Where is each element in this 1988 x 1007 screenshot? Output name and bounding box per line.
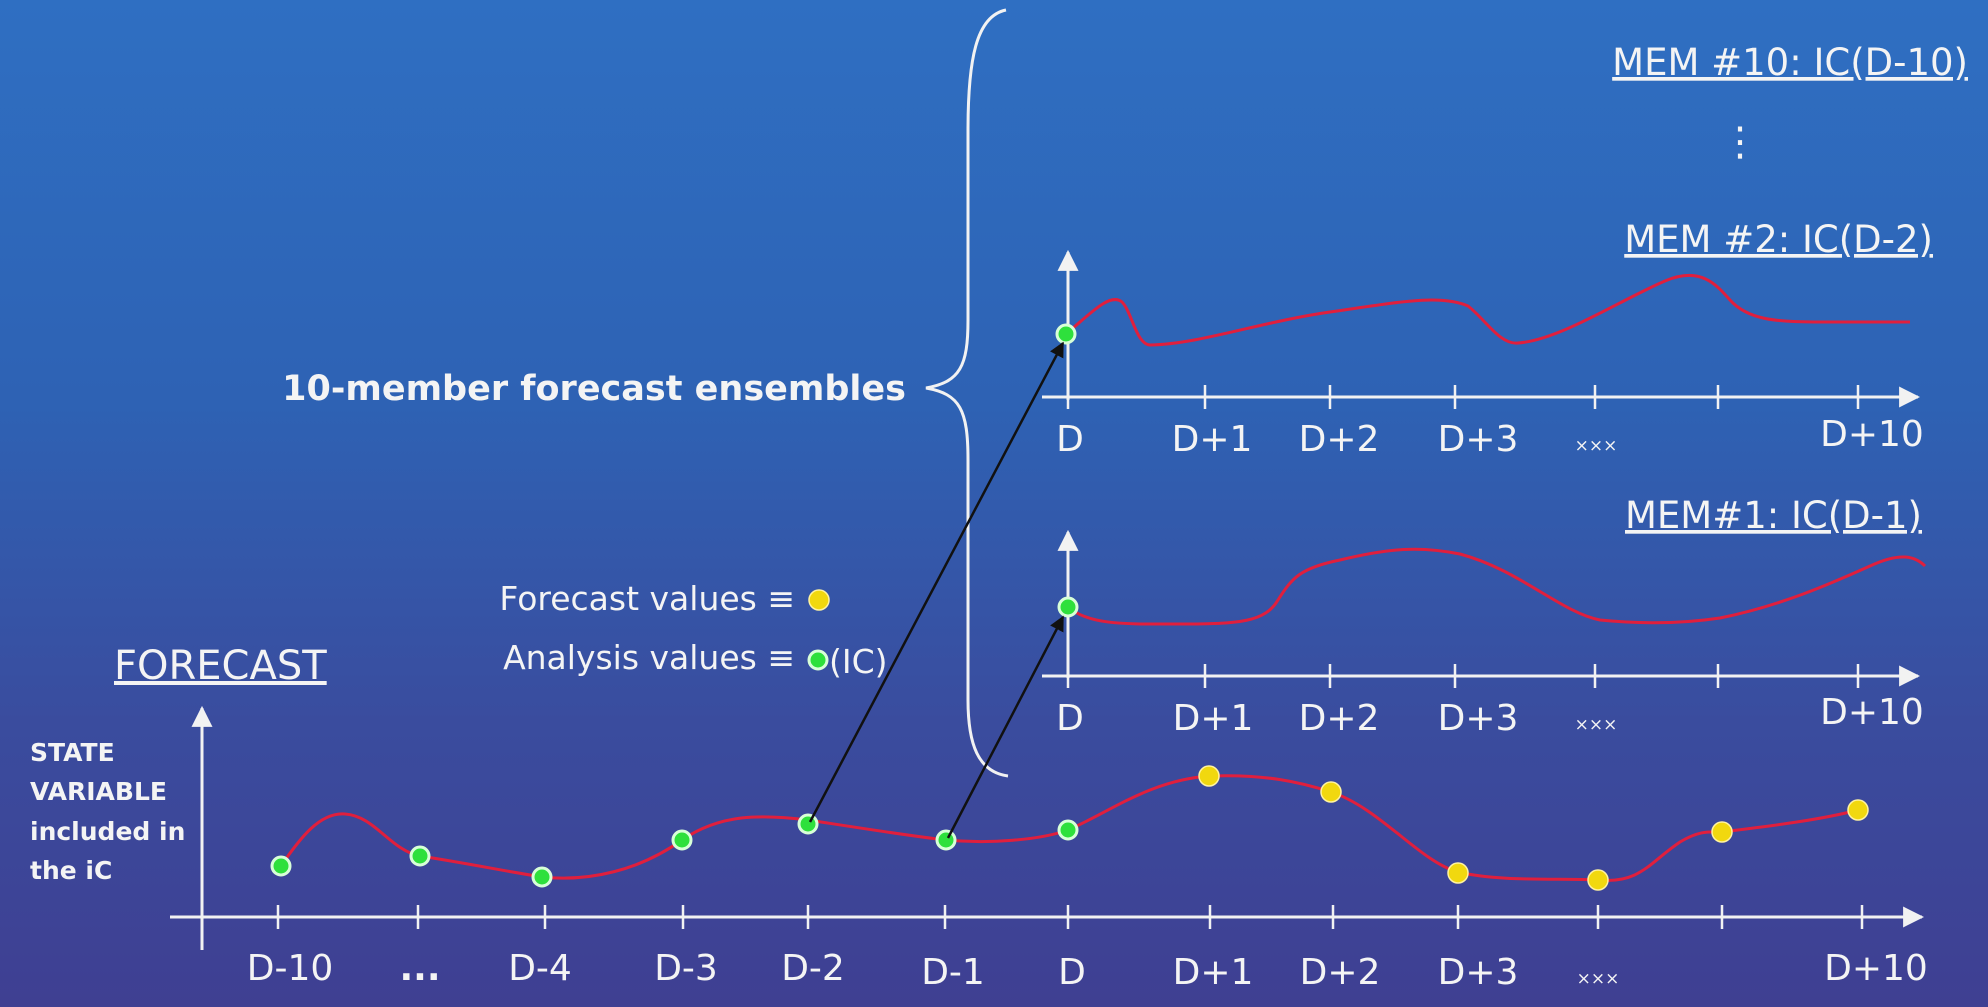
analysis-point	[797, 813, 819, 835]
mem1-tick-label: D	[1056, 698, 1084, 739]
mem1-tick-label: D+1	[1173, 698, 1254, 739]
legend-forecast-marker	[808, 589, 830, 611]
forecast-tick-label: D	[1058, 952, 1086, 993]
vertical-ellipsis: ⋮	[1720, 119, 1760, 165]
mem2-forecast-curve	[1065, 273, 1910, 347]
mem1-initial-condition-point	[1057, 596, 1079, 618]
forecast-panel: FORECAST STATE VARIABLE included in the …	[30, 643, 1928, 993]
state-variable-label-line: STATE	[30, 738, 115, 767]
state-variable-label-line: included in	[30, 817, 185, 846]
mem1-forecast-curve	[1067, 547, 1927, 626]
mem2-tick-label: ×××	[1575, 436, 1618, 456]
forecast-tick-label: ×××	[1577, 969, 1620, 989]
forecast-point	[1711, 821, 1733, 843]
mem2-tick-label: D	[1056, 419, 1084, 460]
mem1-panel: MEM#1: IC(D-1) D D+1 D+2 D+3 ××× D+10	[1042, 494, 1927, 739]
forecast-title: FORECAST	[114, 643, 327, 689]
analysis-point	[531, 866, 553, 888]
analysis-point	[270, 855, 292, 877]
legend-forecast-label: Forecast values ≡	[499, 579, 795, 618]
mem2-title: MEM #2: IC(D-2)	[1624, 218, 1933, 261]
ic-arrow-d2-to-mem2	[808, 341, 1065, 823]
forecast-point	[1198, 765, 1220, 787]
analysis-point	[671, 829, 693, 851]
analysis-point	[935, 829, 957, 851]
mem1-tick-label: D+2	[1299, 698, 1380, 739]
mem2-tick-label: D+3	[1438, 419, 1519, 460]
forecast-point	[1320, 781, 1342, 803]
analysis-point	[1057, 819, 1079, 841]
legend-analysis-suffix: (IC)	[829, 642, 888, 681]
mem2-tick-label: D+1	[1172, 419, 1253, 460]
mem2-tick-label: D+2	[1299, 419, 1380, 460]
state-variable-label-line: the iC	[30, 856, 112, 885]
forecast-tick-label: D+3	[1438, 952, 1519, 993]
mem10-title: MEM #10: IC(D-10)	[1612, 41, 1968, 84]
forecast-point	[1447, 862, 1469, 884]
state-variable-label-line: VARIABLE	[30, 777, 167, 806]
ic-arrow-d1-to-mem1	[946, 615, 1065, 839]
forecast-tick-label: D-4	[508, 948, 572, 989]
forecast-tick-label: D+2	[1300, 952, 1381, 993]
legend-analysis-label: Analysis values ≡	[503, 638, 795, 677]
forecast-tick-label: D+10	[1824, 948, 1928, 989]
forecast-point	[1587, 869, 1609, 891]
forecast-tick-label: D-2	[781, 948, 845, 989]
ensemble-brace	[925, 8, 1009, 778]
analysis-point	[409, 845, 431, 867]
mem2-initial-condition-point	[1055, 323, 1077, 345]
forecast-tick-label: D-10	[247, 948, 334, 989]
mem2-tick-label: D+10	[1820, 414, 1924, 455]
mem1-tick-label: D+3	[1438, 698, 1519, 739]
forecast-tick-label: D-1	[921, 952, 985, 993]
forecast-point	[1847, 799, 1869, 821]
mem1-tick-label: ×××	[1575, 715, 1618, 735]
legend-analysis-marker	[807, 649, 829, 671]
mem2-panel: MEM #2: IC(D-2) D D+1 D+2 D+3 ××× D+10	[1042, 218, 1933, 460]
mem1-title: MEM#1: IC(D-1)	[1625, 494, 1922, 537]
ensemble-label: 10-member forecast ensembles	[282, 369, 906, 409]
forecast-tick-label: D-3	[654, 948, 718, 989]
mem1-tick-label: D+10	[1820, 692, 1924, 733]
forecast-tick-label: ...	[399, 948, 440, 989]
forecast-tick-label: D+1	[1173, 952, 1254, 993]
